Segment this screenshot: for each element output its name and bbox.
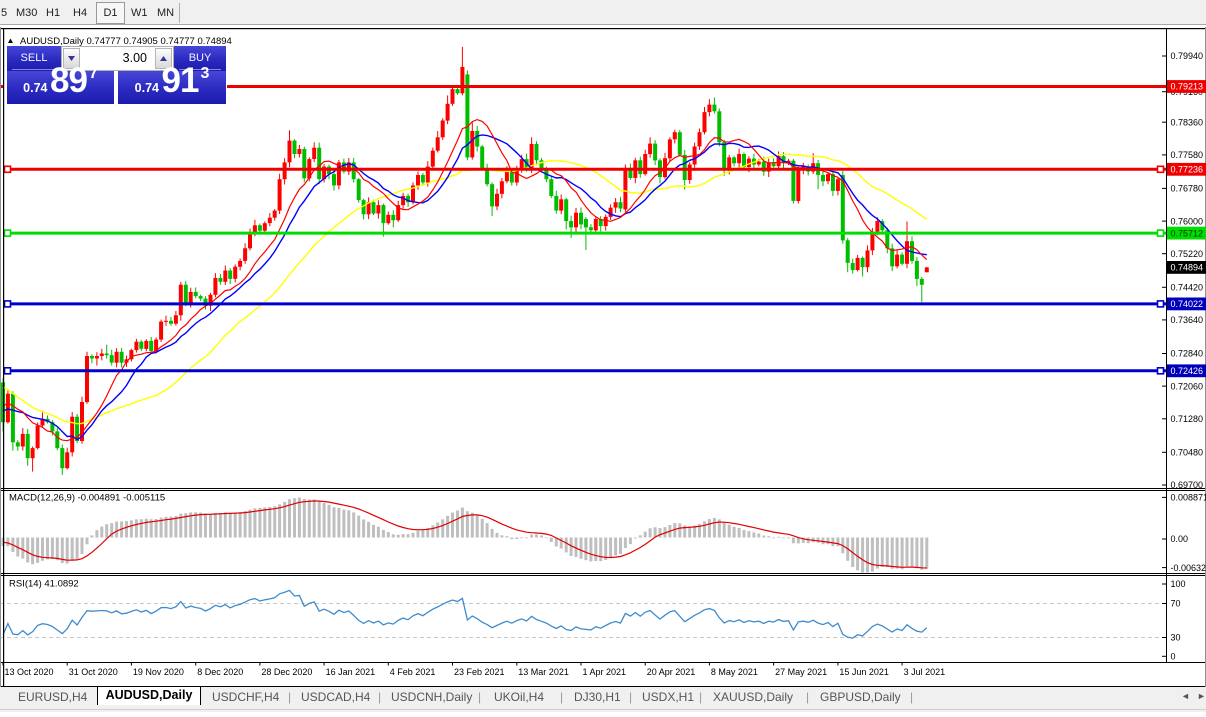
svg-text:31 Oct 2020: 31 Oct 2020 <box>69 667 118 677</box>
svg-text:16 Jan 2021: 16 Jan 2021 <box>326 667 376 677</box>
svg-text:0.75220: 0.75220 <box>1171 249 1204 259</box>
svg-text:0: 0 <box>1171 652 1176 662</box>
svg-text:23 Feb 2021: 23 Feb 2021 <box>454 667 505 677</box>
svg-text:13 Mar 2021: 13 Mar 2021 <box>518 667 569 677</box>
svg-text:70: 70 <box>1171 599 1181 609</box>
svg-text:0.76780: 0.76780 <box>1171 184 1204 194</box>
svg-text:0.74022: 0.74022 <box>1171 299 1204 309</box>
svg-text:0.75712: 0.75712 <box>1171 228 1204 238</box>
svg-text:20 Apr 2021: 20 Apr 2021 <box>647 667 696 677</box>
svg-text:0.79940: 0.79940 <box>1171 51 1204 61</box>
svg-text:0.008871: 0.008871 <box>1171 493 1206 503</box>
svg-text:30: 30 <box>1171 633 1181 643</box>
svg-text:0.79213: 0.79213 <box>1171 82 1204 92</box>
svg-text:MACD(12,26,9) -0.004891 -0.005: MACD(12,26,9) -0.004891 -0.005115 <box>9 493 165 504</box>
svg-text:19 Nov 2020: 19 Nov 2020 <box>133 667 184 677</box>
svg-text:1 Apr 2021: 1 Apr 2021 <box>583 667 627 677</box>
svg-text:0.74894: 0.74894 <box>1171 263 1204 273</box>
svg-text:RSI(14) 41.0892: RSI(14) 41.0892 <box>9 579 79 590</box>
svg-text:0.70480: 0.70480 <box>1171 448 1204 458</box>
svg-text:0.77236: 0.77236 <box>1171 165 1204 175</box>
svg-text:15 Jun 2021: 15 Jun 2021 <box>839 667 889 677</box>
svg-text:0.00: 0.00 <box>1171 534 1189 544</box>
svg-text:13 Oct 2020: 13 Oct 2020 <box>5 667 54 677</box>
svg-text:8 May 2021: 8 May 2021 <box>711 667 758 677</box>
svg-text:0.72426: 0.72426 <box>1171 366 1204 376</box>
svg-text:0.72840: 0.72840 <box>1171 349 1204 359</box>
svg-text:3 Jul 2021: 3 Jul 2021 <box>904 667 946 677</box>
svg-text:0.71280: 0.71280 <box>1171 414 1204 424</box>
svg-text:0.73640: 0.73640 <box>1171 315 1204 325</box>
svg-text:0.74420: 0.74420 <box>1171 283 1204 293</box>
svg-text:0.72060: 0.72060 <box>1171 381 1204 391</box>
svg-text:8 Dec 2020: 8 Dec 2020 <box>197 667 243 677</box>
svg-text:-0.00632: -0.00632 <box>1171 563 1206 573</box>
svg-text:28 Dec 2020: 28 Dec 2020 <box>261 667 312 677</box>
svg-text:0.76000: 0.76000 <box>1171 216 1204 226</box>
svg-text:0.77580: 0.77580 <box>1171 150 1204 160</box>
svg-text:4 Feb 2021: 4 Feb 2021 <box>390 667 436 677</box>
svg-text:0.78360: 0.78360 <box>1171 117 1204 127</box>
svg-text:0.69700: 0.69700 <box>1171 480 1204 490</box>
svg-text:100: 100 <box>1171 579 1186 589</box>
svg-text:27 May 2021: 27 May 2021 <box>775 667 827 677</box>
